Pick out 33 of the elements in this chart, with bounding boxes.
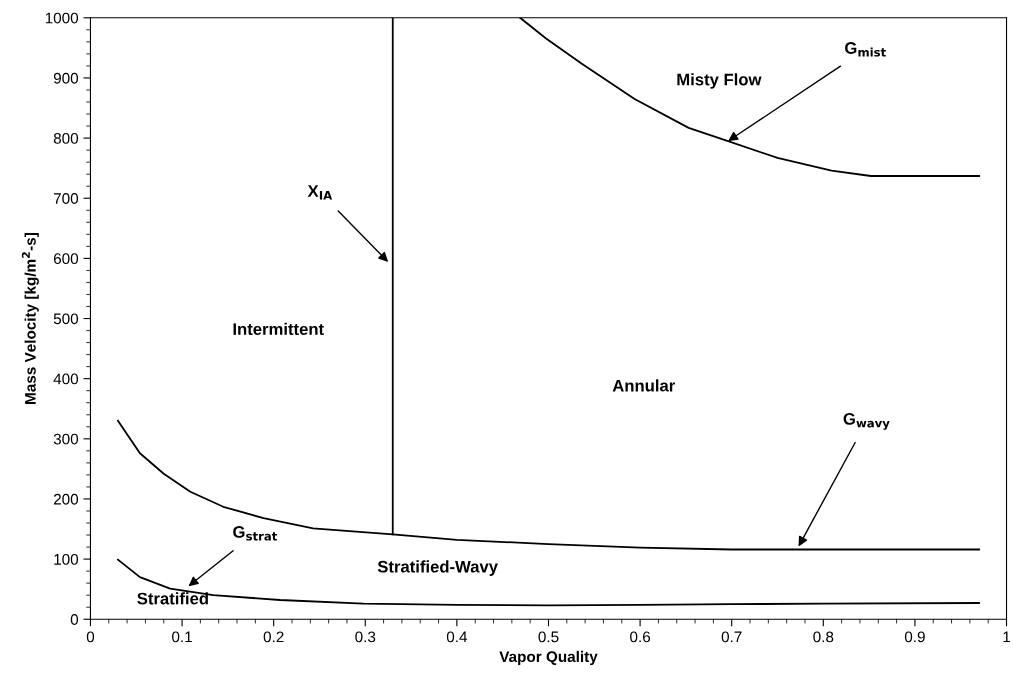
annotation: G$_{wavy}$ <box>843 412 890 430</box>
x-tick-label: 0.3 <box>355 631 376 643</box>
x-tick-label: 0.4 <box>446 631 468 643</box>
y-tick-label: 200 <box>53 493 79 505</box>
annotation: Stratified-Wavy <box>377 560 498 576</box>
annotation: Misty Flow <box>677 73 762 89</box>
x-tick-label: 0.2 <box>263 631 284 643</box>
annotation: X$_{IA}$ <box>307 185 333 200</box>
y-tick-label: 1000 <box>45 12 79 24</box>
y-axis-title: Mass Velocity [kg/m$^{2}$-s] <box>21 233 39 404</box>
y-tick-label: 500 <box>53 313 79 325</box>
y-tick-label: 600 <box>53 253 79 265</box>
x-tick-label: 0 <box>86 631 95 643</box>
annotation: G$_{mist}$ <box>845 42 886 57</box>
y-tick-label: 300 <box>53 433 79 445</box>
y-tick-label: 100 <box>54 553 79 565</box>
annotation: Intermittent <box>233 322 324 336</box>
y-tick-label: 0 <box>70 614 79 625</box>
x-axis-title: Vapor Quality <box>499 650 598 666</box>
y-tick-label: 900 <box>53 72 79 84</box>
x-tick-label: 0.6 <box>630 631 651 643</box>
x-tick-label: 0.5 <box>538 631 559 643</box>
x-tick-label: 0.8 <box>813 631 834 643</box>
annotation: G$_{strat}$ <box>233 526 278 541</box>
x-tick-label: 0.9 <box>904 631 925 643</box>
y-tick-label: 800 <box>53 132 79 144</box>
y-tick-label: 400 <box>53 373 79 385</box>
annotation: Stratified <box>137 592 208 605</box>
y-tick-label: 700 <box>53 193 79 204</box>
annotation: Annular <box>612 379 675 392</box>
x-tick-label: 0.1 <box>172 631 192 643</box>
x-tick-label: 0.7 <box>721 631 742 643</box>
x-tick-label: 1 <box>1003 631 1011 643</box>
